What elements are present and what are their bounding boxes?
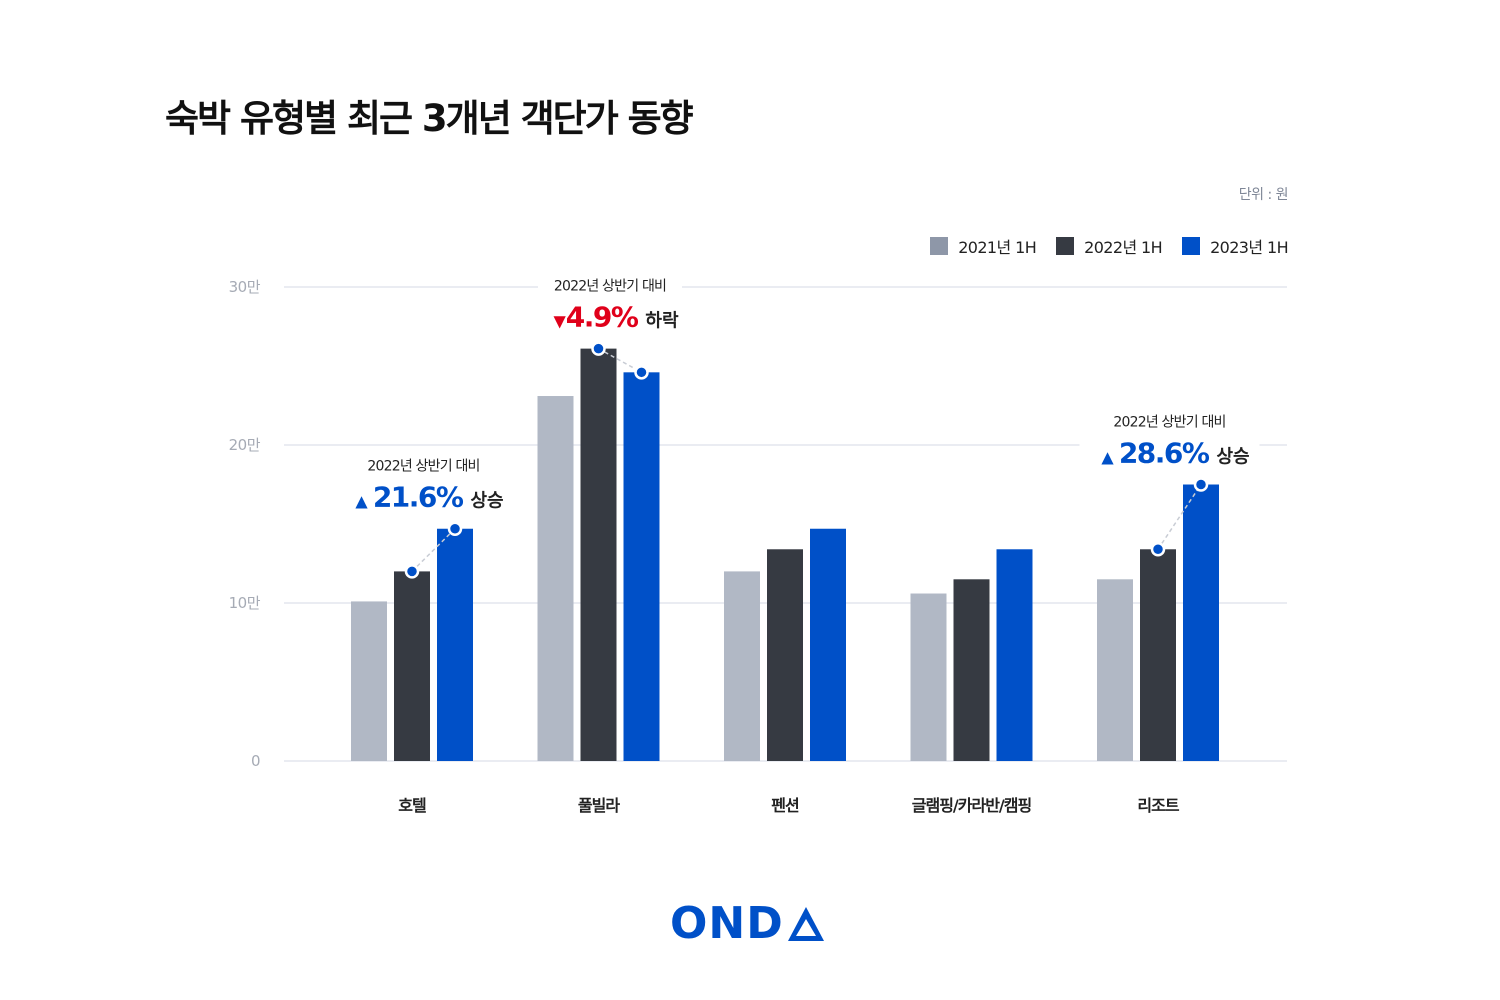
unit-label: 단위 : 원 — [1238, 187, 1289, 203]
y-tick-label: 0 — [251, 752, 260, 770]
annotation-value-bg — [1079, 434, 1260, 471]
trend-connector — [1157, 484, 1202, 550]
annotation-caption-bg — [538, 274, 682, 297]
trend-marker — [591, 341, 606, 356]
annotation-caption-bg — [1097, 410, 1242, 433]
bar — [910, 593, 947, 761]
annotation-word: 하락 — [645, 311, 679, 332]
bar — [351, 601, 387, 761]
logo-letters: OND — [670, 898, 784, 949]
annotation-word: 상승 — [470, 491, 503, 512]
legend-label-2022: 2022년 1H — [1084, 238, 1163, 257]
x-tick-label: 리조트 — [1137, 796, 1179, 815]
trend-connector — [411, 528, 456, 572]
legend-label-2023: 2023년 1H — [1210, 238, 1289, 257]
annotation-value-bg — [520, 298, 700, 335]
bar — [580, 348, 617, 761]
triangle-up-icon: ▲ — [355, 492, 372, 511]
legend-item-2023: 2023년 1H — [1182, 234, 1289, 258]
bar — [1140, 549, 1176, 761]
annotation-change: ▲ 28.6% 상승 — [1101, 437, 1249, 470]
bar — [1183, 484, 1219, 761]
bar — [394, 571, 430, 761]
x-tick-label: 글램핑/카라반/캠핑 — [912, 796, 1032, 815]
x-tick-label: 풀빌라 — [578, 796, 620, 815]
trend-marker — [404, 564, 420, 579]
x-tick-label: 펜션 — [771, 796, 799, 815]
bar — [1097, 579, 1133, 761]
legend-swatch-2022 — [1056, 237, 1075, 255]
annotation-value-bg — [333, 478, 514, 515]
trend-marker — [1150, 542, 1166, 557]
x-tick-label: 호텔 — [398, 796, 426, 815]
legend: 2021년 1H 2022년 1H 2023년 1H — [930, 234, 1289, 258]
onda-logo: OND — [670, 898, 826, 949]
trend-marker — [447, 521, 463, 536]
bar — [810, 528, 846, 761]
chart-title: 숙박 유형별 최근 3개년 객단가 동향 — [165, 97, 694, 140]
y-tick-label: 10만 — [229, 594, 261, 612]
bar — [437, 528, 473, 761]
annotation-percent: 21.6% — [373, 481, 464, 514]
triangle-up-icon: ▲ — [1101, 448, 1118, 467]
annotation-caption: 2022년 상반기 대비 — [1113, 415, 1225, 431]
legend-item-2022: 2022년 1H — [1056, 234, 1163, 258]
legend-label-2021: 2021년 1H — [958, 238, 1037, 257]
legend-swatch-2021 — [930, 237, 949, 255]
trend-marker — [1193, 477, 1209, 492]
bar — [953, 579, 990, 761]
y-tick-label: 20만 — [229, 436, 261, 454]
annotation-caption: 2022년 상반기 대비 — [554, 279, 666, 295]
trend-marker — [634, 365, 649, 380]
bar — [623, 372, 660, 761]
annotation-caption-bg — [351, 454, 496, 477]
bar — [767, 549, 803, 761]
bar — [537, 396, 574, 761]
legend-item-2021: 2021년 1H — [930, 234, 1037, 258]
annotation-change: ▲ 21.6% 상승 — [355, 481, 503, 514]
annotation-change: ▼4.9% 하락 — [553, 301, 679, 334]
annotation-percent: 28.6% — [1119, 437, 1210, 470]
annotation-percent: 4.9% — [566, 301, 639, 334]
annotation-word: 상승 — [1216, 447, 1249, 468]
logo-delta-icon — [787, 906, 824, 941]
triangle-down-icon: ▼ — [553, 312, 566, 331]
legend-swatch-2023 — [1182, 237, 1201, 255]
annotation-caption: 2022년 상반기 대비 — [367, 459, 479, 475]
bar — [724, 571, 760, 761]
bar — [996, 549, 1033, 761]
logo-text: OND — [670, 898, 826, 949]
trend-connector — [598, 347, 642, 373]
y-tick-label: 30만 — [229, 278, 261, 296]
